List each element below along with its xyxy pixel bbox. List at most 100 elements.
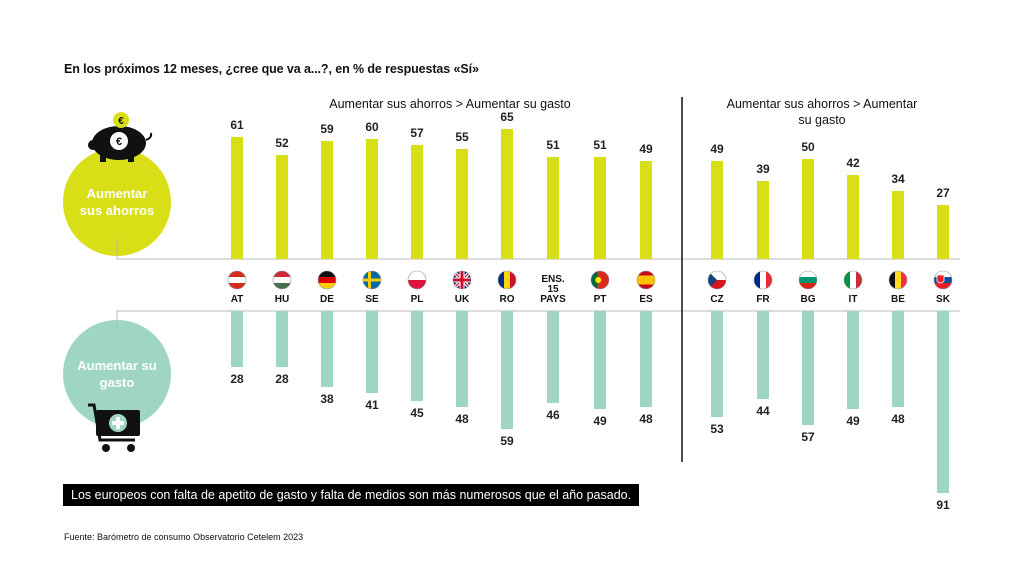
value-label-spend: 49 <box>846 414 860 428</box>
bar-save <box>937 205 949 259</box>
country-label: BE <box>891 294 905 305</box>
bar-spend <box>276 311 288 367</box>
value-label-spend: 57 <box>801 430 815 444</box>
value-label-save: 60 <box>365 120 379 134</box>
country-label: CZ <box>710 294 723 305</box>
value-label-save: 34 <box>891 172 905 186</box>
country-label: ENS. 15 PAYS <box>540 274 566 305</box>
flag-spain-icon <box>636 270 656 290</box>
bar-save <box>757 181 769 259</box>
bar-spend <box>321 311 333 387</box>
piggy-bank-euro-icon: €€ <box>88 112 153 162</box>
value-label-spend: 28 <box>230 372 244 386</box>
bar-save <box>711 161 723 259</box>
country-label: PT <box>594 294 607 305</box>
country-label: ES <box>639 294 653 305</box>
svg-text:€: € <box>116 136 122 148</box>
value-label-save: 42 <box>846 156 860 170</box>
flag-italy-icon <box>843 270 863 290</box>
value-label-spend: 49 <box>593 414 607 428</box>
bar-spend <box>547 311 559 403</box>
source-note: Fuente: Barómetro de consumo Observatori… <box>64 532 304 542</box>
value-label-spend: 46 <box>546 408 560 422</box>
spend-circle-label: Aumentar su gasto <box>77 358 157 390</box>
note-banner: Los europeos con falta de apetito de gas… <box>63 484 640 506</box>
flag-slovakia-icon <box>933 270 953 290</box>
bar-save <box>411 145 423 259</box>
value-label-spend: 28 <box>275 372 289 386</box>
value-label-spend: 91 <box>936 498 950 512</box>
save-circle-label: Aumentar sus ahorros <box>79 186 155 218</box>
bar-spend <box>937 311 949 493</box>
flag-sweden-icon <box>362 270 382 290</box>
value-label-spend: 48 <box>891 412 905 426</box>
value-label-save: 59 <box>320 122 334 136</box>
bar-spend <box>366 311 378 393</box>
flag-bulgaria-icon <box>798 270 818 290</box>
bar-save <box>547 157 559 259</box>
shopping-cart-plus-icon <box>88 403 140 452</box>
value-label-save: 61 <box>230 118 244 132</box>
bar-spend <box>501 311 513 429</box>
value-label-save: 49 <box>710 142 724 156</box>
bar-save <box>366 139 378 259</box>
bar-save <box>594 157 606 259</box>
flag-france-icon <box>753 270 773 290</box>
value-label-save: 65 <box>500 110 514 124</box>
value-label-spend: 44 <box>756 404 770 418</box>
country-label: HU <box>275 294 289 305</box>
save-circle: Aumentar sus ahorros <box>63 148 171 256</box>
value-label-spend: 59 <box>500 434 514 448</box>
bar-spend <box>640 311 652 407</box>
country-label: SK <box>936 294 951 305</box>
bar-spend <box>757 311 769 399</box>
svg-text:€: € <box>118 116 124 127</box>
bar-save <box>847 175 859 259</box>
country-label: RO <box>500 294 515 305</box>
bar-spend <box>892 311 904 407</box>
bar-save <box>456 149 468 259</box>
value-label-save: 52 <box>275 136 289 150</box>
flag-belgium-icon <box>888 270 908 290</box>
country-label: BG <box>801 294 816 305</box>
flag-hungary-icon <box>272 270 292 290</box>
flag-germany-icon <box>317 270 337 290</box>
country-label: DE <box>320 294 334 305</box>
country-label: UK <box>455 294 470 305</box>
value-label-save: 27 <box>936 186 950 200</box>
country-label: SE <box>365 294 379 305</box>
value-label-spend: 38 <box>320 392 334 406</box>
chart-title: En los próximos 12 meses, ¿cree que va a… <box>64 62 479 76</box>
group-title-right: Aumentar sus ahorros > Aumentar su gasto <box>726 97 918 127</box>
value-label-save: 49 <box>639 142 653 156</box>
bar-spend <box>456 311 468 407</box>
country-label: AT <box>231 294 244 305</box>
value-label-spend: 53 <box>710 422 724 436</box>
bar-save <box>892 191 904 259</box>
country-label: FR <box>756 294 770 305</box>
flag-czech-icon <box>707 270 727 290</box>
value-label-spend: 48 <box>455 412 469 426</box>
flag-romania-icon <box>497 270 517 290</box>
flag-austria-icon <box>227 270 247 290</box>
flag-uk-icon <box>452 270 472 290</box>
bar-save <box>321 141 333 259</box>
bar-spend <box>711 311 723 417</box>
bar-spend <box>847 311 859 409</box>
bar-save <box>276 155 288 259</box>
bar-save <box>501 129 513 259</box>
bar-save <box>640 161 652 259</box>
flag-portugal-icon <box>590 270 610 290</box>
value-label-spend: 45 <box>410 406 424 420</box>
value-label-save: 50 <box>801 140 815 154</box>
value-label-save: 51 <box>593 138 607 152</box>
value-label-spend: 41 <box>365 398 379 412</box>
bar-spend <box>594 311 606 409</box>
save-baseline <box>116 239 960 260</box>
bar-spend <box>231 311 243 367</box>
bar-spend <box>802 311 814 425</box>
value-label-spend: 48 <box>639 412 653 426</box>
value-label-save: 51 <box>546 138 560 152</box>
bar-save <box>802 159 814 259</box>
